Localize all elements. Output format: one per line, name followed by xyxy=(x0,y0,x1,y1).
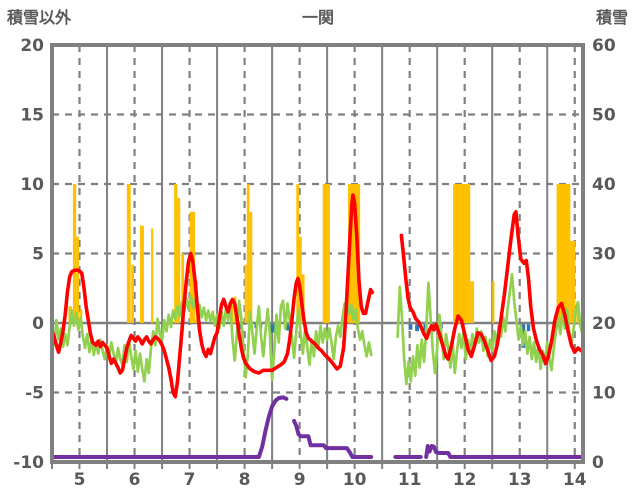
sunshine-bar xyxy=(126,184,131,323)
x-axis-tick-label: 9 xyxy=(294,470,306,490)
x-axis-tick-label: 11 xyxy=(398,470,422,490)
right-axis-tick-label: 60 xyxy=(592,36,616,56)
precipitation-bar xyxy=(526,324,531,332)
right-axis-tick-labels: 60 50 40 30 20 10 0 xyxy=(592,36,616,473)
sunshine-bar xyxy=(140,225,144,323)
left-axis-tick-label: -10 xyxy=(13,453,44,473)
right-axis-tick-label: 20 xyxy=(592,314,616,334)
sunshine-bar xyxy=(174,184,178,323)
sunshine-bar xyxy=(231,300,234,323)
sunshine-bar xyxy=(576,302,579,323)
precipitation-bar xyxy=(285,324,290,331)
snow-depth-line xyxy=(292,419,374,459)
x-axis-tick-labels: 5 6 7 8 9 10 11 12 13 14 xyxy=(74,470,587,490)
x-axis-tick-label: 14 xyxy=(563,470,587,490)
precipitation-bar xyxy=(415,324,420,332)
temperature-line xyxy=(399,210,584,366)
x-axis-tick-label: 10 xyxy=(343,470,367,490)
left-axis-tick-label: -5 xyxy=(25,384,44,404)
x-axis-tick-label: 8 xyxy=(239,470,251,490)
plot-border xyxy=(50,43,585,464)
left-axis-tick-label: 15 xyxy=(20,106,44,126)
sunshine-bar xyxy=(570,240,576,323)
sunshine-bar xyxy=(79,309,83,323)
left-axis-tick-labels: 20 15 10 5 0 -5 -10 xyxy=(13,36,44,473)
precipitation-bar xyxy=(270,324,275,333)
sunshine-bar xyxy=(299,236,302,323)
sunshine-bar xyxy=(72,184,77,323)
bottom-ticks xyxy=(51,464,576,469)
sunshine-bar xyxy=(177,197,181,323)
grid-lines xyxy=(52,45,583,462)
snow-depth-line xyxy=(50,395,289,459)
left-axis-tick-label: 10 xyxy=(20,175,44,195)
x-axis-tick-label: 5 xyxy=(74,470,86,490)
left-axis-tick-label: 0 xyxy=(32,314,44,334)
sunshine-bar xyxy=(453,184,471,323)
snow-depth-line xyxy=(424,444,585,459)
sunshine-bar xyxy=(181,253,185,323)
temperature-line xyxy=(50,193,584,399)
sunshine-bar xyxy=(246,184,250,323)
sunshine-bar xyxy=(322,184,330,323)
x-axis-tick-label: 7 xyxy=(184,470,196,490)
left-axis-title: 積雪以外 xyxy=(7,8,72,27)
sunshine-bar xyxy=(249,211,253,323)
sunshine-bar xyxy=(296,184,300,323)
precipitation-bar xyxy=(239,324,242,330)
snow-depth-line xyxy=(50,395,585,459)
chart-title: 一関 xyxy=(301,8,334,27)
sunshine-bar xyxy=(151,228,154,323)
sunshine-bar xyxy=(470,281,475,323)
sunshine-bar xyxy=(76,236,79,323)
x-axis-tick-label: 13 xyxy=(508,470,532,490)
sunshine-bar xyxy=(556,184,571,323)
right-axis-tick-label: 10 xyxy=(592,384,616,404)
left-axis-tick-label: 20 xyxy=(20,36,44,56)
x-axis-tick-label: 12 xyxy=(453,470,477,490)
right-axis-tick-label: 50 xyxy=(592,106,616,126)
sunshine-bar xyxy=(492,281,495,323)
right-axis-tick-label: 40 xyxy=(592,175,616,195)
left-axis-tick-label: 5 xyxy=(32,245,44,265)
right-axis-tick-label: 30 xyxy=(592,245,616,265)
temperature-line xyxy=(50,193,375,399)
precipitation-bar xyxy=(408,324,413,330)
green-line xyxy=(396,273,584,386)
x-axis-tick-label: 6 xyxy=(129,470,141,490)
sunshine-bar xyxy=(244,264,247,323)
right-axis-tick-label: 0 xyxy=(592,453,604,473)
right-axis-title: 積雪 xyxy=(595,8,628,27)
sunshine-bar xyxy=(301,274,305,323)
sunshine-bar xyxy=(131,264,134,323)
